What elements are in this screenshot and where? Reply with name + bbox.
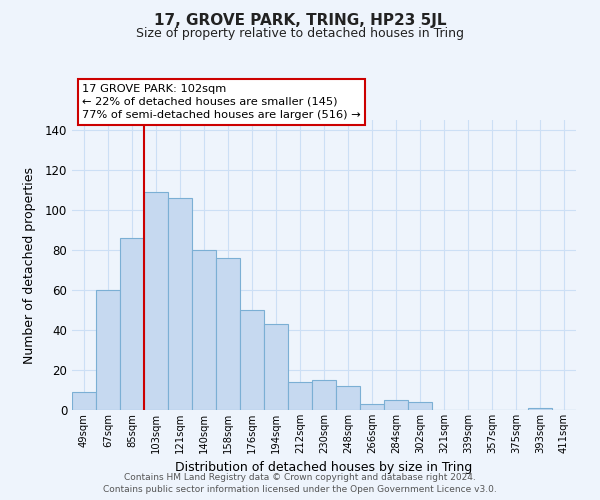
Bar [288, 382, 312, 410]
Bar [408, 402, 432, 410]
Text: Contains HM Land Registry data © Crown copyright and database right 2024.: Contains HM Land Registry data © Crown c… [124, 472, 476, 482]
Bar [384, 400, 408, 410]
Bar [72, 392, 96, 410]
Text: 17, GROVE PARK, TRING, HP23 5JL: 17, GROVE PARK, TRING, HP23 5JL [154, 12, 446, 28]
Text: 17 GROVE PARK: 102sqm
← 22% of detached houses are smaller (145)
77% of semi-det: 17 GROVE PARK: 102sqm ← 22% of detached … [82, 84, 361, 120]
Bar [264, 324, 288, 410]
X-axis label: Distribution of detached houses by size in Tring: Distribution of detached houses by size … [175, 462, 473, 474]
Text: Contains public sector information licensed under the Open Government Licence v3: Contains public sector information licen… [103, 485, 497, 494]
Bar [120, 238, 144, 410]
Bar [240, 310, 264, 410]
Y-axis label: Number of detached properties: Number of detached properties [23, 166, 37, 364]
Bar [312, 380, 336, 410]
Bar [216, 258, 240, 410]
Bar [168, 198, 192, 410]
Text: Size of property relative to detached houses in Tring: Size of property relative to detached ho… [136, 28, 464, 40]
Bar [96, 290, 120, 410]
Bar [360, 404, 384, 410]
Bar [192, 250, 216, 410]
Bar [144, 192, 168, 410]
Bar [528, 408, 552, 410]
Bar [336, 386, 360, 410]
